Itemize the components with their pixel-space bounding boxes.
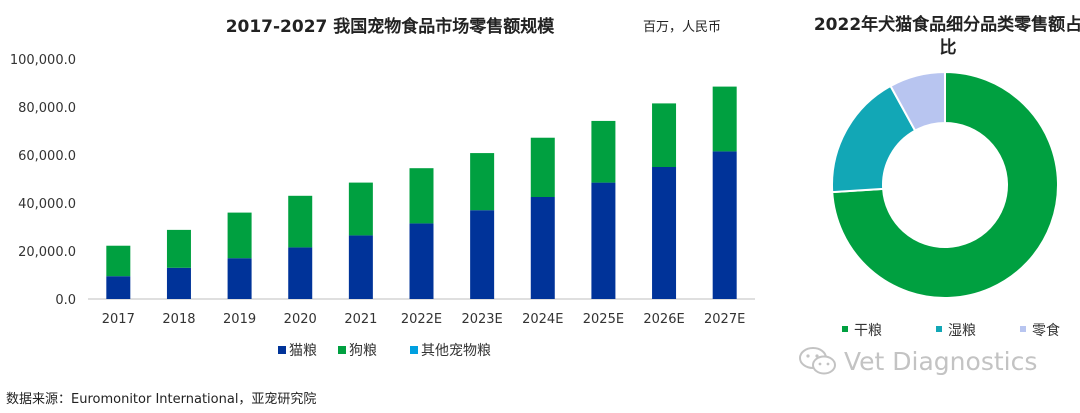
bar-segment — [227, 258, 252, 299]
bar-segment — [712, 86, 737, 152]
watermark: Vet Diagnostics — [798, 345, 1037, 377]
bar-segment — [166, 267, 191, 299]
wechat-icon — [799, 347, 836, 375]
bar-segment — [470, 153, 495, 211]
unit-label: 百万，人民币 — [643, 20, 722, 35]
bar-segment — [106, 245, 131, 277]
bar-segment — [106, 276, 131, 299]
bar-chart: 100,000.0 80,000.0 60,000.0 40,000.0 20,000.… — [10, 53, 755, 359]
bar-chart-title: 2017-2027 我国宠物食品市场零售额规模 — [225, 17, 555, 37]
bar-segment — [288, 247, 313, 299]
bar-segment — [227, 212, 252, 259]
y-tick-label: 20,000.0 — [18, 245, 76, 260]
pie-legend-label: 干粮 — [854, 323, 882, 339]
bar-segment — [348, 182, 373, 236]
pie-legend-swatch — [936, 326, 942, 332]
bar-segment — [652, 103, 677, 167]
donut-slice — [831, 70, 1059, 299]
x-tick-label: 2026E — [643, 312, 684, 327]
bar-segment — [409, 168, 434, 224]
bar-segment — [591, 120, 616, 183]
legend-swatch — [410, 346, 418, 354]
bar-segment — [288, 195, 313, 248]
pie-legend-label: 湿粮 — [948, 323, 976, 339]
x-tick-label: 2022E — [401, 312, 442, 327]
pie-chart-title: 2022年犬猫食品细分品类零售额占比 — [813, 15, 1080, 58]
y-tick-label: 60,000.0 — [18, 149, 76, 164]
x-tick-label: 2019 — [223, 312, 256, 327]
x-tick-label: 2024E — [522, 312, 563, 327]
bar-segment — [652, 167, 677, 299]
pie-legend-swatch — [842, 326, 848, 332]
legend-label: 猫粮 — [289, 343, 317, 359]
watermark-text: Vet Diagnostics — [844, 346, 1038, 376]
bar-segment — [530, 137, 555, 197]
donut-slice — [889, 70, 946, 133]
legend-label: 其他宠物粮 — [421, 343, 491, 359]
pie-legend-swatch — [1020, 326, 1026, 332]
source-note: 数据来源：Euromonitor International，亚宠研究院 — [6, 392, 317, 407]
bar-segment — [470, 210, 495, 299]
pie-legend-label: 零食 — [1032, 322, 1060, 339]
legend-label: 狗粮 — [349, 343, 377, 359]
x-tick-label: 2020 — [284, 312, 317, 327]
y-tick-label: 100,000.0 — [10, 53, 76, 68]
x-tick-label: 2017 — [102, 312, 135, 327]
y-tick-label: 40,000.0 — [18, 197, 76, 212]
x-tick-label: 2023E — [461, 312, 502, 327]
bar-segment — [166, 229, 191, 268]
x-tick-label: 2018 — [162, 312, 195, 327]
x-tick-label: 2025E — [583, 312, 624, 327]
legend-swatch — [278, 346, 286, 354]
bar-segment — [712, 151, 737, 299]
legend-swatch — [338, 346, 346, 354]
y-tick-label: 0.0 — [55, 293, 76, 308]
x-tick-label: 2027E — [704, 312, 745, 327]
bar-segment — [591, 182, 616, 299]
donut-chart: 干粮 湿粮 零食 — [831, 70, 1060, 339]
bar-segment — [348, 235, 373, 299]
y-tick-label: 80,000.0 — [18, 101, 76, 116]
bar-segment — [530, 197, 555, 299]
x-tick-label: 2021 — [344, 312, 377, 327]
bar-segment — [409, 223, 434, 299]
